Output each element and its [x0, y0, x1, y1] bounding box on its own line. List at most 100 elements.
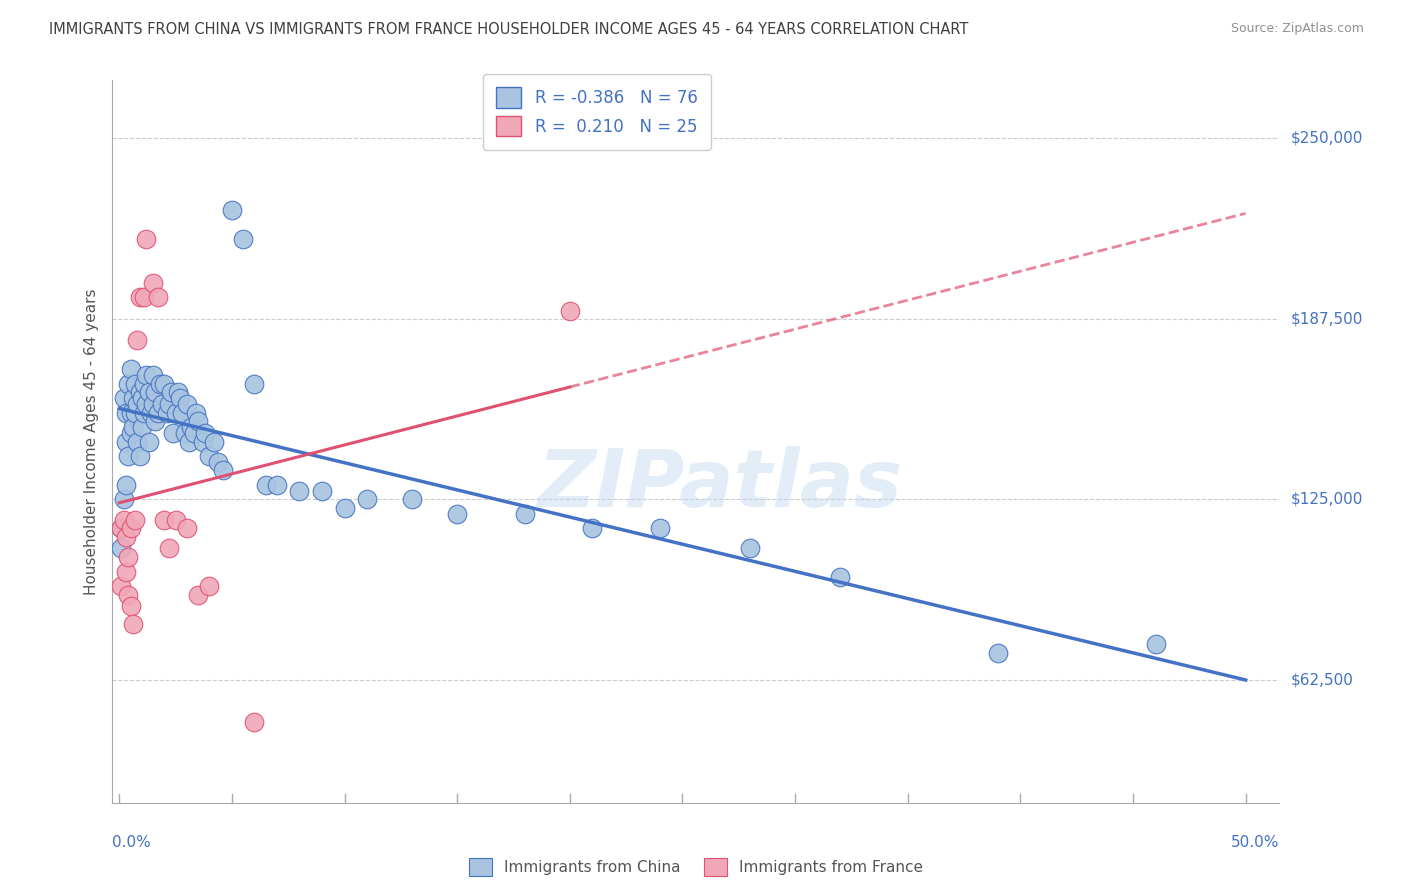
- Point: [110, 521, 132, 535]
- Point: [558, 304, 581, 318]
- Text: IMMIGRANTS FROM CHINA VS IMMIGRANTS FROM FRANCE HOUSEHOLDER INCOME AGES 45 - 64 : IMMIGRANTS FROM CHINA VS IMMIGRANTS FROM…: [49, 22, 969, 37]
- Text: ZIPatlas: ZIPatlas: [537, 446, 901, 524]
- Point: [221, 203, 243, 218]
- Point: [112, 391, 135, 405]
- Point: [173, 425, 195, 440]
- Point: [120, 425, 142, 440]
- Point: [120, 406, 142, 420]
- Point: [115, 565, 138, 579]
- Point: [127, 397, 149, 411]
- Point: [117, 449, 139, 463]
- Point: [135, 368, 157, 382]
- Legend: Immigrants from China, Immigrants from France: Immigrants from China, Immigrants from F…: [461, 850, 931, 884]
- Point: [153, 512, 176, 526]
- Point: [157, 397, 180, 411]
- Point: [232, 232, 254, 246]
- Point: [143, 414, 166, 428]
- Point: [132, 376, 155, 391]
- Text: $62,500: $62,500: [1291, 673, 1354, 688]
- Point: [1144, 637, 1167, 651]
- Point: [243, 376, 266, 391]
- Point: [128, 449, 150, 463]
- Point: [149, 376, 172, 391]
- Point: [112, 512, 135, 526]
- Y-axis label: Householder Income Ages 45 - 64 years: Householder Income Ages 45 - 64 years: [83, 288, 98, 595]
- Point: [146, 406, 169, 420]
- Point: [124, 512, 146, 526]
- Point: [648, 521, 671, 535]
- Point: [333, 501, 356, 516]
- Point: [180, 420, 202, 434]
- Point: [198, 579, 221, 593]
- Point: [142, 276, 165, 290]
- Point: [128, 290, 150, 304]
- Text: $125,000: $125,000: [1291, 491, 1362, 507]
- Point: [581, 521, 603, 535]
- Point: [176, 521, 198, 535]
- Point: [155, 406, 177, 420]
- Point: [243, 714, 266, 729]
- Point: [120, 599, 142, 614]
- Point: [124, 376, 146, 391]
- Point: [110, 521, 132, 535]
- Point: [146, 290, 169, 304]
- Point: [150, 397, 173, 411]
- Point: [169, 391, 191, 405]
- Text: 0.0%: 0.0%: [112, 835, 152, 850]
- Point: [198, 449, 221, 463]
- Point: [142, 397, 165, 411]
- Point: [120, 362, 142, 376]
- Point: [513, 507, 536, 521]
- Point: [987, 646, 1010, 660]
- Point: [138, 385, 160, 400]
- Point: [184, 406, 207, 420]
- Point: [142, 368, 165, 382]
- Point: [110, 579, 132, 593]
- Point: [127, 434, 149, 449]
- Point: [254, 478, 277, 492]
- Point: [165, 406, 187, 420]
- Point: [187, 588, 209, 602]
- Point: [115, 530, 138, 544]
- Point: [176, 397, 198, 411]
- Point: [160, 385, 183, 400]
- Point: [127, 334, 149, 348]
- Point: [738, 541, 761, 556]
- Point: [115, 434, 138, 449]
- Point: [172, 406, 194, 420]
- Point: [157, 541, 180, 556]
- Text: $187,500: $187,500: [1291, 311, 1362, 326]
- Point: [311, 483, 333, 498]
- Point: [117, 376, 139, 391]
- Point: [165, 512, 187, 526]
- Point: [135, 232, 157, 246]
- Point: [115, 478, 138, 492]
- Point: [288, 483, 311, 498]
- Point: [121, 420, 143, 434]
- Point: [115, 406, 138, 420]
- Point: [121, 616, 143, 631]
- Point: [212, 463, 235, 477]
- Point: [128, 385, 150, 400]
- Point: [143, 385, 166, 400]
- Text: $250,000: $250,000: [1291, 130, 1362, 145]
- Point: [191, 434, 214, 449]
- Point: [207, 455, 229, 469]
- Point: [132, 290, 155, 304]
- Point: [112, 492, 135, 507]
- Point: [183, 425, 205, 440]
- Point: [177, 434, 200, 449]
- Point: [117, 588, 139, 602]
- Point: [139, 406, 162, 420]
- Point: [401, 492, 423, 507]
- Point: [110, 541, 132, 556]
- Point: [117, 550, 139, 565]
- Point: [830, 570, 852, 584]
- Point: [162, 425, 184, 440]
- Point: [124, 406, 146, 420]
- Point: [202, 434, 225, 449]
- Text: 50.0%: 50.0%: [1232, 835, 1279, 850]
- Point: [135, 397, 157, 411]
- Point: [131, 391, 153, 405]
- Point: [121, 391, 143, 405]
